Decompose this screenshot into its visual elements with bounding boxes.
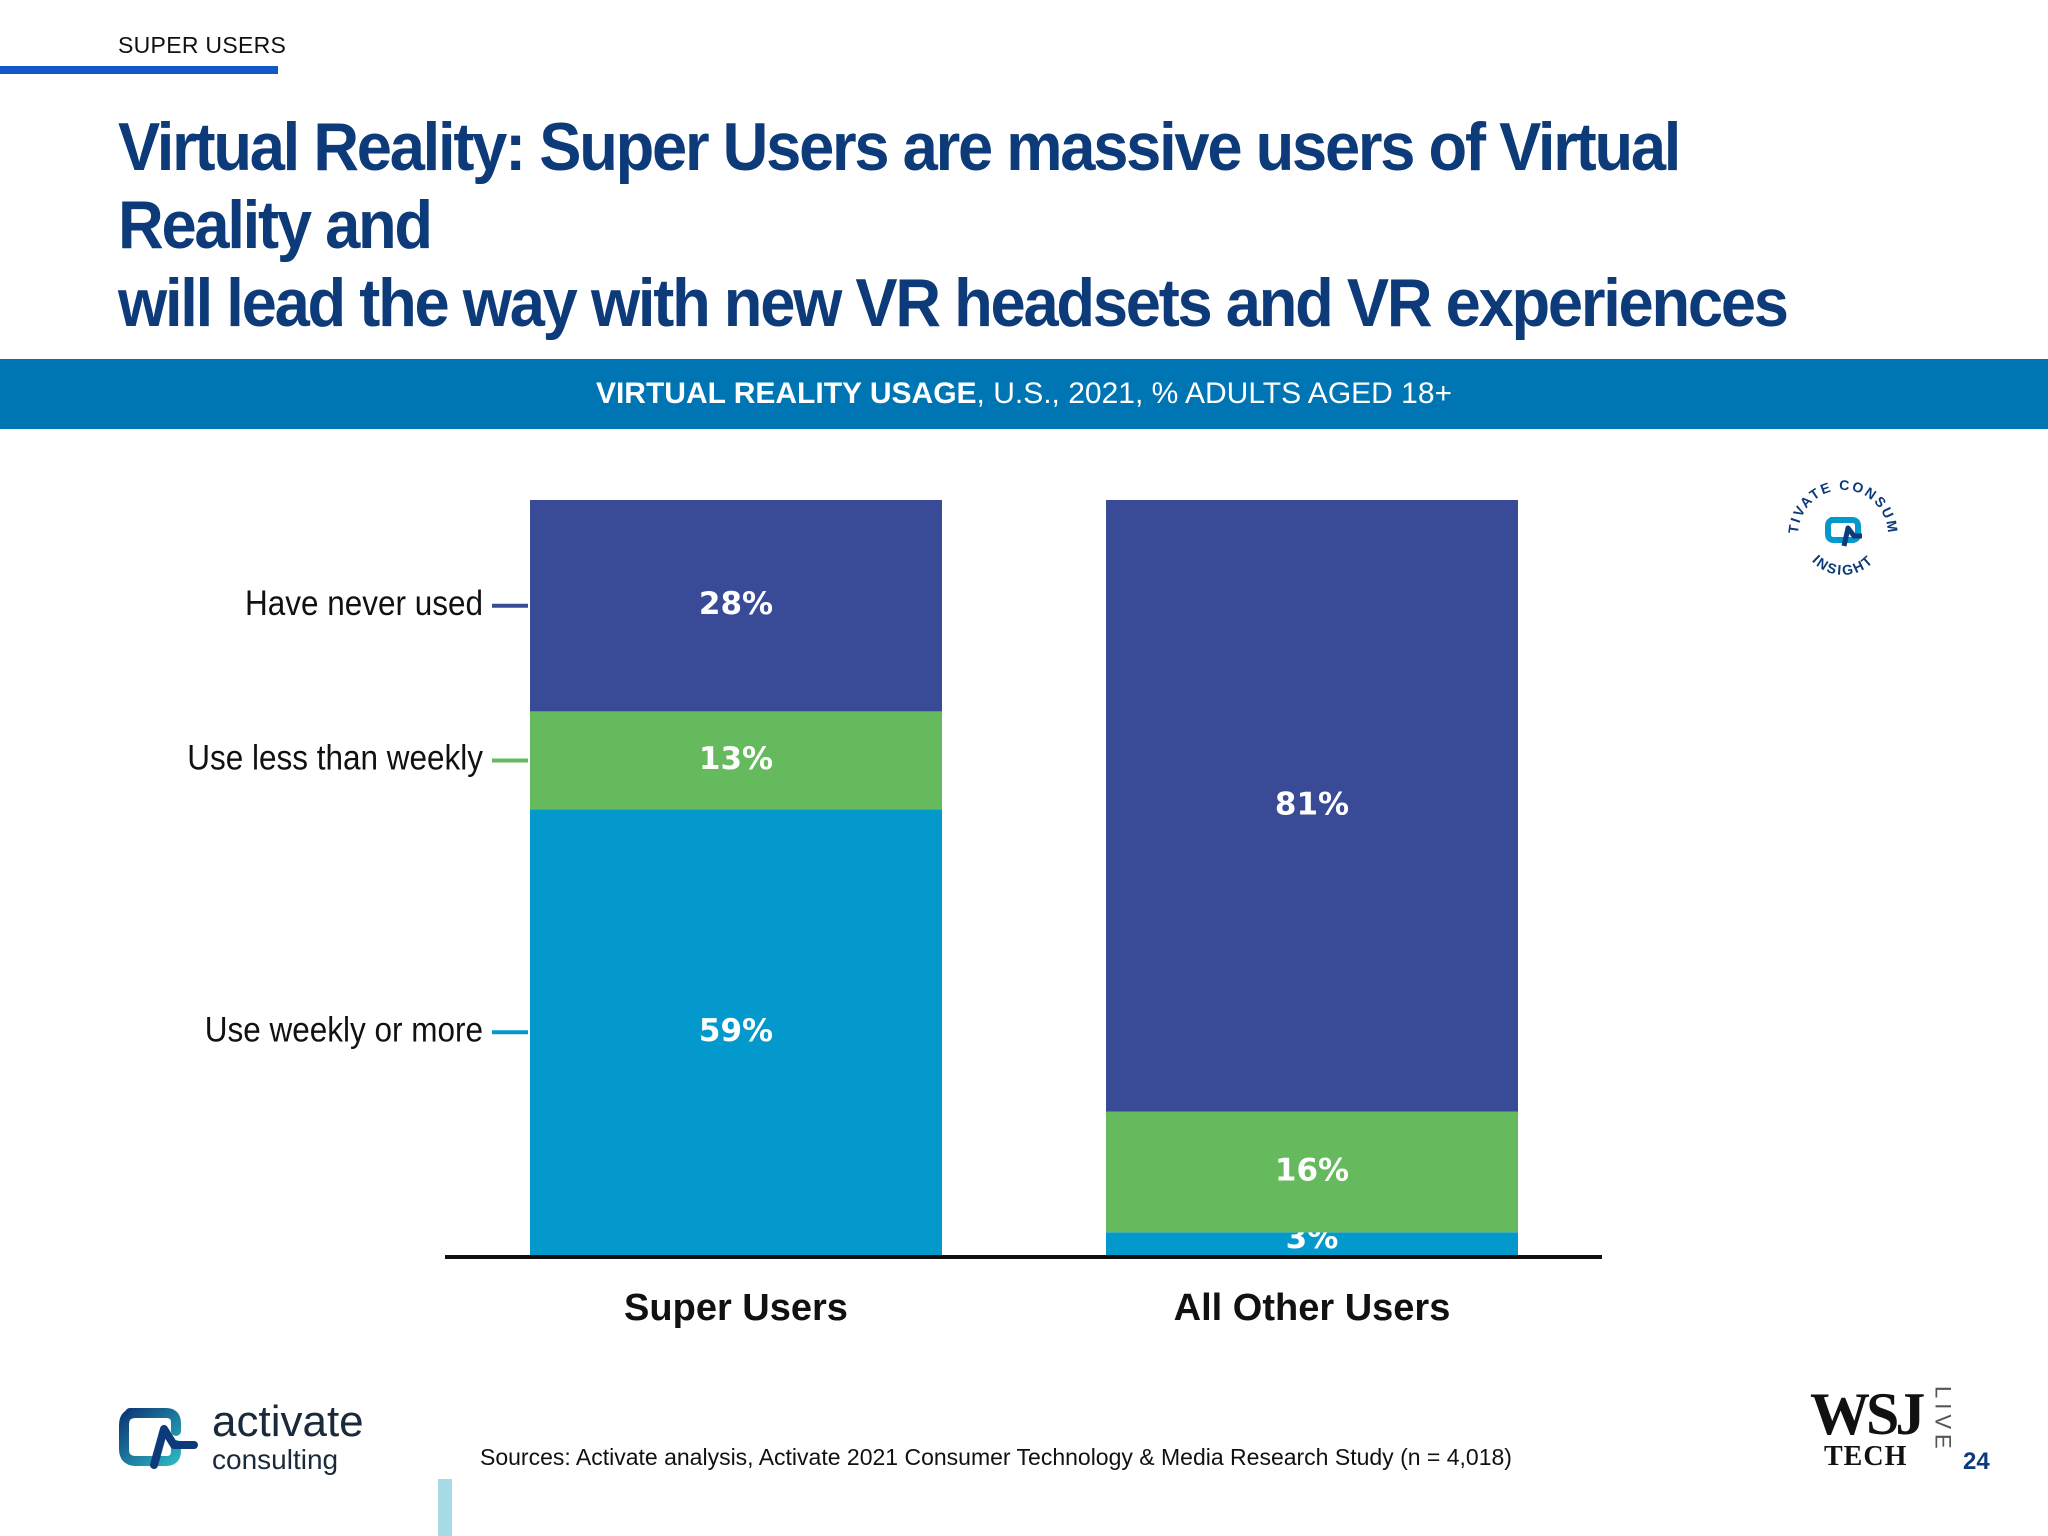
title-line-1: Virtual Reality: Super Users are massive… — [118, 109, 1681, 263]
legend-label: Have never used — [245, 584, 483, 623]
source-note: Sources: Activate analysis, Activate 202… — [480, 1444, 1512, 1470]
bar-segment — [530, 500, 942, 712]
bar-segment — [1106, 500, 1518, 1112]
data-label: 81% — [1275, 786, 1349, 822]
activate-logo: activate consulting — [118, 1400, 364, 1474]
svg-text:INSIGHT: INSIGHT — [1809, 551, 1876, 578]
title-line-2: will lead the way with new VR headsets a… — [118, 265, 1789, 341]
activate-logo-icon — [119, 1408, 198, 1469]
svg-text:ACTIVATE CONSUMER: ACTIVATE CONSUMER — [1778, 470, 1901, 535]
tech-text: TECH — [1824, 1441, 1908, 1472]
logo-name: activate — [212, 1397, 364, 1446]
banner-text: , U.S., 2021, % ADULTS AGED 18+ — [976, 377, 1453, 410]
legend-label: Use less than weekly — [187, 739, 483, 778]
logo-subtitle: consulting — [212, 1444, 339, 1475]
category-label: All Other Users — [1174, 1287, 1451, 1329]
seal-bottom-text: INSIGHT — [1809, 551, 1874, 578]
seal-top-text: ACTIVATE CONSUMER — [1778, 470, 1899, 535]
bar-segment — [1106, 1232, 1518, 1255]
chart-banner: VIRTUAL REALITY USAGE, U.S., 2021, % ADU… — [0, 359, 2048, 429]
activate-mark-icon — [1825, 517, 1862, 547]
category-label: Super Users — [624, 1287, 848, 1329]
bar-segment — [530, 711, 942, 810]
live-text: LIVE — [1930, 1386, 1956, 1454]
page-number: 24 — [1963, 1448, 1990, 1475]
data-label: 13% — [699, 741, 773, 777]
banner-bold-text: VIRTUAL REALITY USAGE — [595, 377, 977, 410]
legend-label: Use weekly or more — [205, 1011, 483, 1050]
activate-consumer-insight-seal: ACTIVATE CONSUMER INSIGHT — [1778, 470, 1901, 578]
wsj-tech-live-logo: WSJ TECH LIVE — [1810, 1381, 1956, 1472]
section-underline — [0, 66, 278, 74]
data-label: 59% — [699, 1013, 773, 1049]
wsj-text: WSJ — [1810, 1381, 1925, 1447]
data-label: 28% — [699, 586, 773, 622]
data-label: 16% — [1275, 1152, 1349, 1188]
page-title: Virtual Reality: Super Users are massive… — [118, 108, 1848, 342]
bar-segment — [1106, 1111, 1518, 1233]
section-label: SUPER USERS — [118, 32, 287, 58]
footer-accent-bar — [438, 1479, 452, 1536]
bar-segment — [530, 809, 942, 1255]
